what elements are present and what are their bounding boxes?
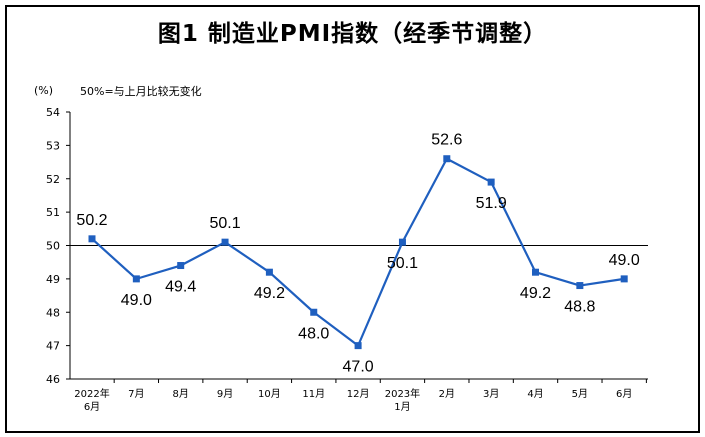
data-point (310, 308, 318, 316)
y-tick-label: 46 (46, 373, 60, 386)
data-point (354, 342, 362, 350)
x-tick-label: 8月 (173, 388, 189, 400)
data-label: 51.9 (476, 195, 507, 212)
x-tick-label: 10月 (258, 388, 281, 400)
y-tick-label: 53 (46, 139, 60, 152)
x-tick-label: 11月 (302, 388, 325, 400)
y-tick-label: 51 (46, 206, 60, 219)
data-point (221, 238, 229, 246)
x-tick-label: 2月 (439, 388, 455, 400)
y-tick-label: 54 (46, 106, 60, 119)
data-point (620, 275, 628, 283)
data-label: 47.0 (343, 359, 374, 376)
y-tick-label: 48 (46, 306, 60, 319)
x-tick-label: 4月 (527, 388, 543, 400)
data-label: 50.2 (76, 212, 107, 229)
data-label: 48.8 (564, 299, 595, 316)
chart-title: 图1 制造业PMI指数（经季节调整） (157, 21, 548, 47)
x-tick-label: 1月 (394, 401, 410, 413)
data-label: 49.4 (165, 279, 196, 296)
x-tick-label: 6月 (84, 401, 100, 413)
x-tick-label: 3月 (483, 388, 499, 400)
data-label: 49.2 (254, 285, 285, 302)
y-axis-unit-label: (%) (34, 84, 54, 97)
data-point (532, 268, 539, 276)
data-label: 48.0 (298, 325, 329, 342)
x-tick-label: 9月 (217, 388, 233, 400)
data-point (487, 178, 495, 186)
x-tick-label: 2022年 (74, 387, 109, 400)
data-label: 49.0 (121, 292, 152, 309)
data-label: 52.6 (431, 132, 462, 149)
data-label: 49.2 (520, 285, 551, 302)
chart-note: 50%=与上月比较无变化 (80, 85, 202, 98)
y-tick-label: 47 (46, 340, 60, 353)
x-tick-label: 7月 (128, 388, 144, 400)
data-point (177, 262, 185, 270)
y-tick-label: 50 (46, 240, 60, 253)
data-point (265, 268, 273, 276)
x-tick-label: 12月 (347, 388, 370, 400)
data-point (398, 238, 406, 246)
pmi-series-line (91, 157, 625, 347)
data-label: 50.1 (209, 215, 240, 232)
data-point (443, 155, 451, 163)
data-label: 50.1 (387, 255, 418, 272)
data-point (576, 282, 584, 290)
data-point (88, 235, 96, 243)
x-tick-label: 6月 (616, 388, 632, 400)
x-tick-label: 2023年 (385, 387, 420, 400)
y-tick-label: 49 (46, 273, 60, 286)
chart-frame (5, 5, 700, 433)
data-label: 49.0 (609, 252, 640, 269)
x-tick-label: 5月 (572, 388, 588, 400)
data-point (132, 275, 140, 283)
y-tick-label: 52 (46, 173, 60, 186)
